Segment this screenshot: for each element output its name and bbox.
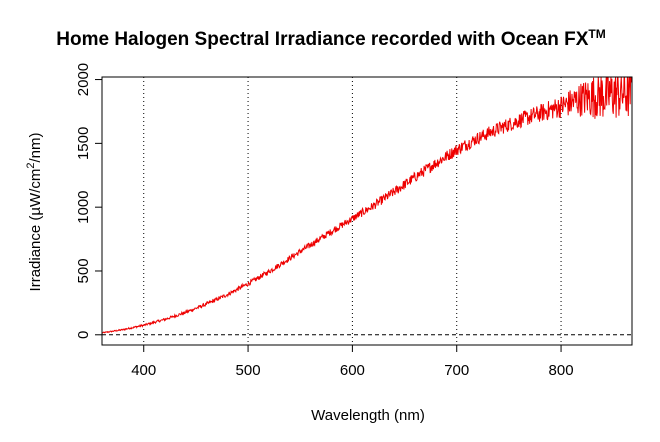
chart-title-superscript: TM xyxy=(588,27,605,41)
y-axis: 0 500 1000 1500 2000 xyxy=(75,63,103,339)
x-axis: 400 500 600 700 800 xyxy=(131,344,574,379)
y-tick-label-1000: 1000 xyxy=(75,190,92,223)
y-axis-label-superscript: 2 xyxy=(25,163,37,169)
chart-title: Home Halogen Spectral Irradiance recorde… xyxy=(56,27,606,50)
chart-title-main: Home Halogen Spectral Irradiance recorde… xyxy=(56,29,588,50)
series-group xyxy=(101,76,633,334)
grid xyxy=(143,77,562,345)
y-axis-label: Irradiance (µW/cm2/nm) xyxy=(25,133,44,292)
x-axis-label: Wavelength (nm) xyxy=(311,407,425,424)
x-tick-label-600: 600 xyxy=(340,362,365,379)
y-tick-label-1500: 1500 xyxy=(75,127,92,160)
y-tick-label-0: 0 xyxy=(75,331,92,339)
x-tick-label-500: 500 xyxy=(236,362,261,379)
y-axis-label-prefix: Irradiance (µW/cm xyxy=(27,169,44,292)
x-tick-label-800: 800 xyxy=(549,362,574,379)
irradiance-series-line xyxy=(101,76,633,334)
y-tick-label-2000: 2000 xyxy=(75,63,92,96)
x-tick-label-700: 700 xyxy=(444,362,469,379)
x-tick-label-400: 400 xyxy=(131,362,156,379)
y-axis-label-suffix: /nm) xyxy=(27,133,44,163)
y-tick-label-500: 500 xyxy=(75,258,92,283)
